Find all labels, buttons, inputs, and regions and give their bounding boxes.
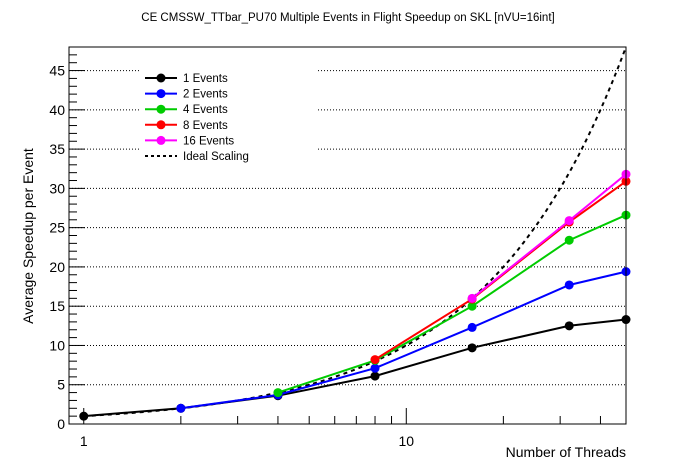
series-16-events bbox=[467, 169, 631, 303]
y-tick-label: 45 bbox=[49, 63, 65, 79]
y-tick-label: 35 bbox=[49, 141, 65, 157]
series-line bbox=[471, 173, 627, 300]
data-point bbox=[176, 403, 186, 413]
series-2-events bbox=[176, 267, 631, 413]
data-point bbox=[564, 280, 574, 290]
series-line bbox=[277, 214, 627, 394]
legend-label: 8 Events bbox=[183, 120, 228, 132]
y-tick-label: 10 bbox=[49, 337, 65, 353]
data-point bbox=[370, 355, 380, 365]
x-tick-label: 1 bbox=[80, 433, 88, 449]
data-point bbox=[370, 363, 380, 373]
legend-entry: 8 Events bbox=[145, 120, 228, 132]
legend-entry: 2 Events bbox=[145, 89, 228, 101]
legend-entry: 4 Events bbox=[145, 104, 228, 116]
legend-marker bbox=[156, 89, 166, 99]
data-point bbox=[467, 301, 477, 311]
data-point bbox=[273, 388, 283, 398]
data-point bbox=[564, 235, 574, 245]
legend-marker bbox=[156, 73, 166, 83]
legend-marker bbox=[156, 120, 166, 130]
data-point bbox=[467, 343, 477, 353]
axes: 0 5 10 15 20 25 30 35 40 45 1 10 bbox=[49, 46, 627, 449]
chart-title: CE CMSSW_TTbar_PU70 Multiple Events in F… bbox=[141, 12, 554, 24]
series-8-events bbox=[370, 176, 631, 365]
y-tick-label: 5 bbox=[57, 377, 65, 393]
x-axis-label: Number of Threads bbox=[506, 444, 626, 460]
y-tick-label: 30 bbox=[49, 180, 65, 196]
y-tick-label: 20 bbox=[49, 259, 65, 275]
legend-entry: 1 Events bbox=[145, 73, 228, 85]
series bbox=[79, 169, 631, 421]
y-tick-label: 40 bbox=[49, 102, 65, 118]
y-axis-label: Average Speedup per Event bbox=[20, 148, 36, 324]
legend-marker bbox=[156, 135, 166, 145]
series-4-events bbox=[273, 210, 631, 398]
data-point bbox=[564, 321, 574, 331]
data-point bbox=[370, 371, 380, 381]
x-tick-label: 10 bbox=[398, 433, 414, 449]
y-tick-label: 15 bbox=[49, 298, 65, 314]
data-point bbox=[467, 322, 477, 332]
legend-box bbox=[141, 68, 316, 166]
legend-label: Ideal Scaling bbox=[183, 151, 249, 163]
series-line bbox=[374, 180, 627, 361]
legend: 1 Events 2 Events 4 Events 8 Events 16 Event… bbox=[145, 73, 249, 163]
legend-entry: 16 Events bbox=[145, 135, 234, 147]
legend-label: 1 Events bbox=[183, 73, 228, 85]
y-tick-label: 25 bbox=[49, 220, 65, 236]
legend-label: 16 Events bbox=[183, 135, 234, 147]
legend-label: 2 Events bbox=[183, 89, 228, 101]
legend-marker bbox=[156, 104, 166, 114]
legend-label: 4 Events bbox=[183, 104, 228, 116]
y-tick-label: 0 bbox=[57, 416, 65, 432]
data-point bbox=[564, 216, 574, 226]
data-point bbox=[467, 293, 477, 303]
legend-entry: Ideal Scaling bbox=[145, 151, 249, 163]
series-line bbox=[180, 270, 627, 410]
